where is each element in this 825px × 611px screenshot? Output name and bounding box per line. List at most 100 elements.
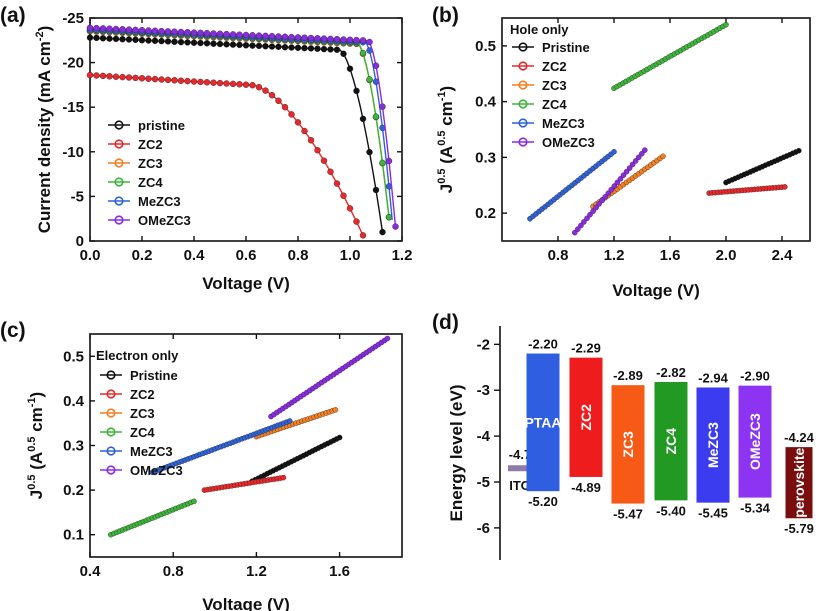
panel-b-legend-marker-2 bbox=[518, 80, 528, 90]
panel-b-frame bbox=[501, 17, 811, 242]
panel-d-bar-label-MeZC3: MeZC3 bbox=[705, 422, 721, 468]
panel-a-legend-marker-4 bbox=[114, 196, 124, 206]
panel-d-ticklabel-4: -6 bbox=[477, 520, 490, 537]
panel-d-bar-label-ZC4: ZC4 bbox=[663, 428, 679, 455]
panel-b-series-OMeZC3-point-3 bbox=[581, 219, 587, 225]
panel-b-legend-label-0: Pristine bbox=[542, 40, 590, 55]
panel-b-series-OMeZC3-point-7 bbox=[593, 204, 599, 211]
panel-a-point-OMeZC3-22 bbox=[158, 27, 165, 35]
panel-a-point-OMeZC3-68 bbox=[307, 34, 315, 42]
panel-b-ylabel: J0.5 (A0.5 cm-1) bbox=[436, 86, 456, 193]
panel-a-point-ZC2-28 bbox=[177, 77, 185, 84]
panel-b-series-OMeZC3-point-6 bbox=[590, 208, 596, 214]
panel-a-xaxis-ticklabel-3: 0.6 bbox=[236, 247, 257, 264]
panel-b-xaxis-ticklabel-3: 2.0 bbox=[716, 247, 737, 264]
panel-b-series-Pristine bbox=[723, 147, 802, 186]
panel-a-point-pristine-6 bbox=[106, 35, 113, 42]
panel-c-series-Pristine-point-29 bbox=[336, 434, 343, 441]
panel-a-point-OMeZC3-42 bbox=[223, 30, 230, 38]
panel-a-point-ZC4-88 bbox=[372, 113, 380, 120]
panel-a-legend-marker-0 bbox=[114, 120, 124, 130]
panel-a-point-pristine-80 bbox=[346, 65, 354, 72]
panel-a-point-OMeZC3-8 bbox=[112, 25, 120, 33]
panel-b-series-OMeZC3-point-14 bbox=[614, 179, 621, 186]
panel-c-legend-label-5: OMeZC3 bbox=[130, 463, 183, 478]
panel-d-ticklabel-3: -5 bbox=[477, 474, 490, 491]
panel-c-series-ZC4 bbox=[108, 498, 197, 538]
panel-a-curve-MeZC3 bbox=[89, 28, 393, 220]
panel-a-curve-pristine bbox=[89, 36, 384, 233]
panel-a-legend-marker-1 bbox=[114, 139, 124, 149]
panel-c-series-MeZC3 bbox=[149, 418, 293, 476]
panel-a-point-pristine-34 bbox=[197, 39, 204, 47]
panel-d-top-label-ZC2: -2.29 bbox=[571, 341, 601, 356]
panel-a-point-OMeZC3-92 bbox=[385, 157, 393, 165]
panel-b-title: Hole only bbox=[510, 22, 569, 37]
panel-a-point-pristine-10 bbox=[119, 36, 126, 43]
panel-d-bar-MeZC3 bbox=[696, 387, 730, 503]
panel-a-point-pristine-78 bbox=[340, 50, 347, 57]
panel-d-bar-perovskite bbox=[785, 447, 813, 519]
panel-a-curve-OMeZC3 bbox=[89, 27, 397, 227]
panel-c-legend-marker-2 bbox=[106, 408, 116, 418]
panel-c-legend-marker-1 bbox=[106, 389, 116, 399]
panel-c-series-MeZC3-point-46 bbox=[286, 418, 293, 424]
panel-a-point-pristine-30 bbox=[184, 39, 191, 46]
panel-a-point-ZC2-46 bbox=[236, 81, 243, 88]
panel-c-legend-marker-5 bbox=[106, 465, 116, 475]
panel-d-bottom-label-ZC4: -5.40 bbox=[656, 503, 686, 518]
panel-d-bar-ZC3 bbox=[611, 385, 645, 504]
panel-b-series-OMeZC3-point-20 bbox=[632, 158, 639, 164]
panel-a-point-OMeZC3-84 bbox=[359, 37, 367, 44]
panel-d-bottom-label-ZC2: -4.89 bbox=[571, 480, 601, 495]
panel-d-ito-label: ITO bbox=[509, 478, 530, 493]
panel-a-point-ZC2-56 bbox=[268, 91, 276, 99]
panel-c-series-OMeZC3 bbox=[268, 335, 391, 420]
panel-a-point-ZC2-64 bbox=[294, 119, 302, 126]
panel-a-point-ZC2-40 bbox=[216, 79, 224, 87]
panel-d-ylabel: Energy level (eV) bbox=[447, 384, 466, 521]
panel-a-point-pristine-72 bbox=[320, 45, 328, 53]
panel-a-point-ZC2-74 bbox=[327, 168, 334, 176]
panel-b-series-OMeZC3-point-23 bbox=[642, 147, 648, 153]
panel-b-series-OMeZC3-point-9 bbox=[599, 197, 605, 204]
panel-a-point-pristine-36 bbox=[203, 40, 211, 47]
panel-c-legend-label-1: ZC2 bbox=[130, 387, 155, 402]
panel-a-yaxis-ticklabel-2: -10 bbox=[62, 144, 84, 161]
panel-a-point-pristine-24 bbox=[164, 38, 172, 45]
panel-a-point-pristine-76 bbox=[333, 46, 341, 53]
panel-d-bar-label-ZC3: ZC3 bbox=[620, 431, 636, 458]
panel-a-point-pristine-2 bbox=[93, 34, 100, 42]
panel-a-point-pristine-56 bbox=[268, 43, 276, 50]
panel-b-series-OMeZC3-point-18 bbox=[626, 165, 633, 171]
panel-d-top-label-perovskite: -4.24 bbox=[784, 430, 814, 445]
panel-a-point-OMeZC3-56 bbox=[268, 33, 276, 40]
panel-c-legend-label-3: ZC4 bbox=[130, 425, 155, 440]
panel-a-point-pristine-18 bbox=[145, 37, 152, 44]
panel-b-legend-label-2: ZC3 bbox=[542, 78, 567, 93]
panel-a-point-pristine-70 bbox=[314, 45, 321, 52]
panel-a-point-OMeZC3-82 bbox=[353, 36, 360, 44]
panel-a-point-pristine-38 bbox=[210, 40, 217, 47]
panel-d-bar-label-perovskite: perovskite bbox=[791, 447, 807, 517]
panel-c-label: (c) bbox=[0, 319, 26, 342]
panel-a-point-ZC2-70 bbox=[314, 146, 321, 154]
panel-a-point-OMeZC3-12 bbox=[125, 26, 133, 33]
panel-a-point-OMeZC3-90 bbox=[379, 103, 386, 110]
panel-a-point-OMeZC3-70 bbox=[314, 35, 321, 42]
panel-a-legend-label-0: pristine bbox=[138, 118, 185, 133]
panel-c-yaxis-ticklabel-1: 0.2 bbox=[63, 482, 84, 499]
panel-a-point-OMeZC3-86 bbox=[366, 38, 373, 46]
panel-a-point-ZC2-44 bbox=[229, 80, 237, 88]
panel-c-legend-marker-0 bbox=[106, 370, 116, 380]
panel-b-series-OMeZC3-point-12 bbox=[608, 186, 615, 193]
panel-c-legend-marker-3 bbox=[106, 427, 116, 437]
panel-b-xaxis-ticklabel-0: 0.8 bbox=[548, 247, 569, 264]
panel-c-xaxis-ticklabel-0: 0.4 bbox=[80, 563, 102, 580]
panel-a-curve-ZC3 bbox=[89, 30, 390, 218]
panel-a-point-ZC2-82 bbox=[353, 218, 360, 225]
panel-a-point-pristine-0 bbox=[86, 34, 94, 41]
panel-a-point-pristine-58 bbox=[275, 43, 282, 50]
panel-a-point-OMeZC3-58 bbox=[275, 33, 282, 40]
panel-a-point-OMeZC3-52 bbox=[255, 32, 263, 39]
